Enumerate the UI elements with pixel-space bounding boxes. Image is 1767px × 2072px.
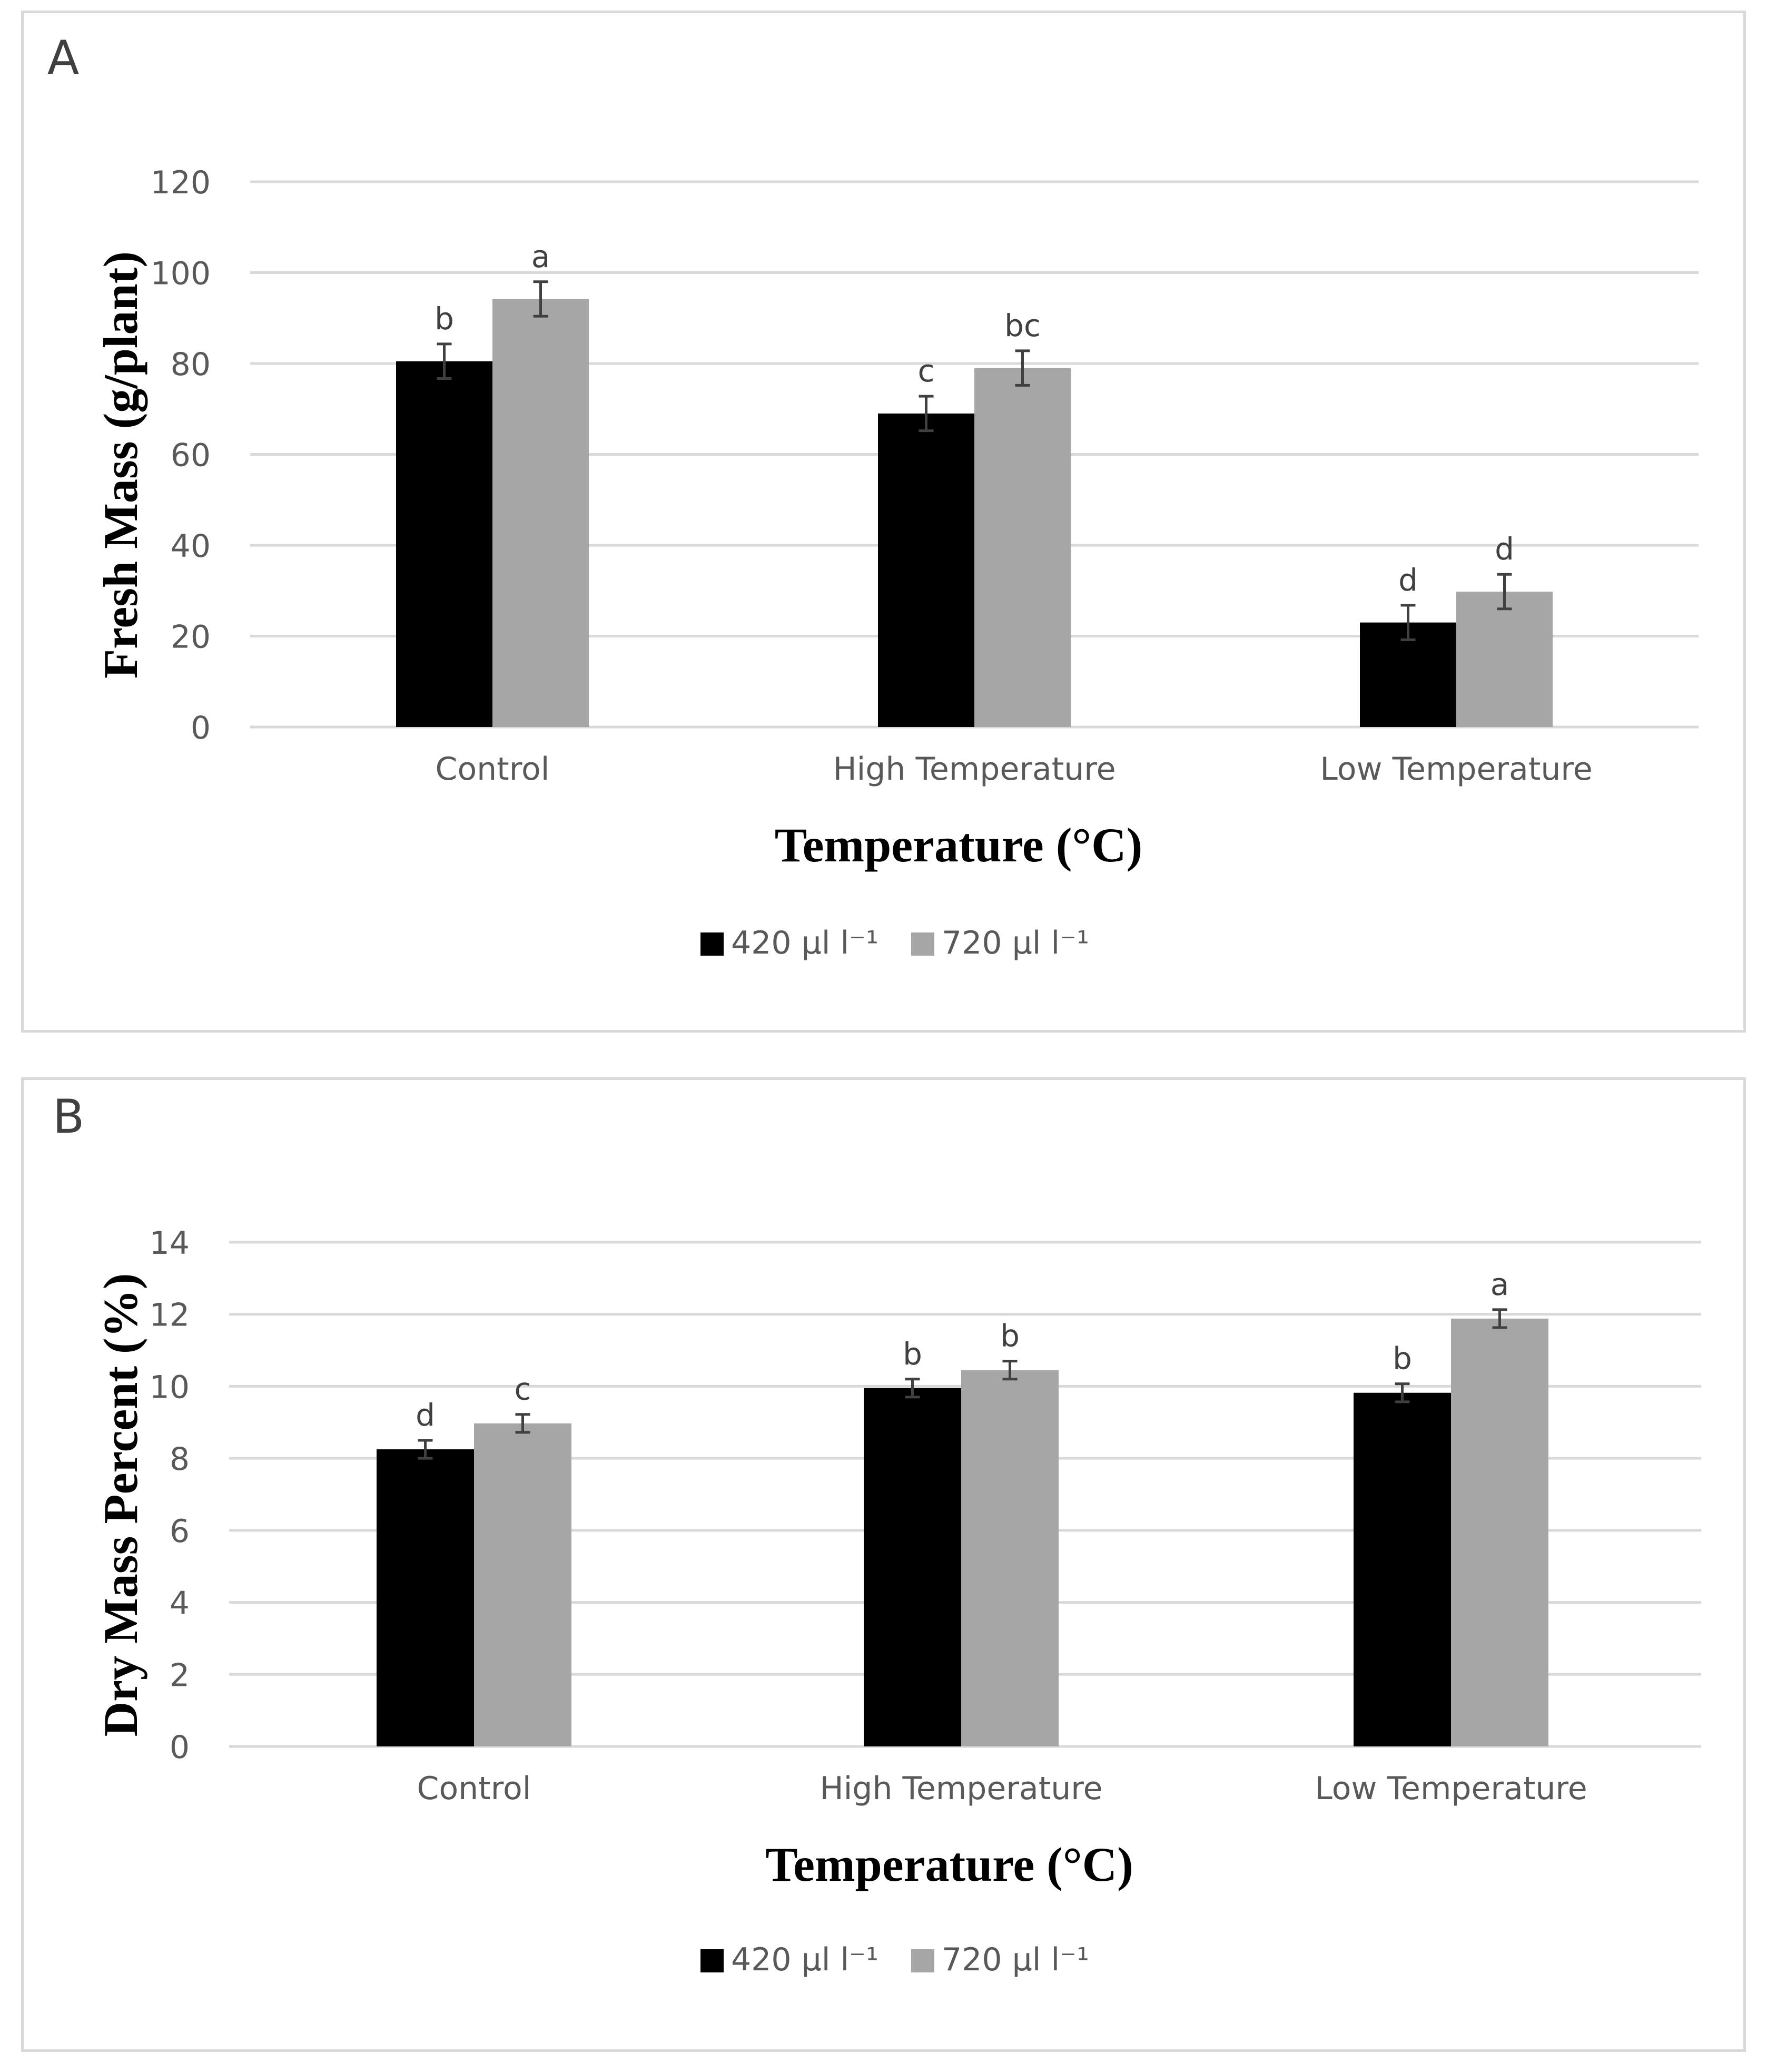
bar xyxy=(396,361,492,727)
x-axis-title: Temperature (°C) xyxy=(765,1838,1133,1891)
y-tick-label: 80 xyxy=(171,346,211,383)
bar xyxy=(492,299,589,727)
y-tick-label: 20 xyxy=(171,619,211,656)
y-tick-label: 8 xyxy=(170,1441,190,1478)
panel-label: A xyxy=(47,31,79,85)
y-tick-label: 6 xyxy=(170,1513,190,1550)
legend-label: 420 µl l⁻¹ xyxy=(731,925,878,961)
chart-panel-b: B 0 2 4 6 8 10 12 14 d b b c b a Control High Temperatur… xyxy=(21,1077,1746,2052)
y-tick-label: 12 xyxy=(150,1297,190,1334)
legend-label: 720 µl l⁻¹ xyxy=(942,1941,1089,1978)
legend-swatch xyxy=(700,1949,724,1972)
legend-swatch xyxy=(911,1949,934,1972)
y-axis-title: Dry Mass Percent (%) xyxy=(94,1273,147,1737)
x-category-label: Control xyxy=(417,1770,531,1807)
panel-label: B xyxy=(53,1089,84,1144)
bar xyxy=(974,368,1071,727)
legend-swatch xyxy=(700,932,724,956)
y-tick-label: 100 xyxy=(150,256,211,292)
x-category-label: High Temperature xyxy=(820,1770,1102,1807)
x-axis-title: Temperature (°C) xyxy=(775,818,1143,872)
y-tick-label: 60 xyxy=(171,437,211,474)
x-category-label: Low Temperature xyxy=(1320,751,1592,788)
y-tick-label: 40 xyxy=(171,528,211,565)
significance-letter: a xyxy=(531,239,550,274)
bar xyxy=(1456,591,1553,727)
significance-letter: d xyxy=(1495,531,1514,567)
x-category-label: Low Temperature xyxy=(1315,1770,1587,1807)
significance-letter: b xyxy=(435,301,454,337)
y-tick-label: 120 xyxy=(150,164,211,201)
x-category-label: Control xyxy=(436,751,550,788)
bar xyxy=(377,1449,474,1746)
legend-label: 420 µl l⁻¹ xyxy=(731,1941,878,1978)
y-tick-label: 14 xyxy=(150,1225,190,1262)
y-axis-title: Fresh Mass (g/plant) xyxy=(94,251,147,679)
bar xyxy=(961,1370,1059,1746)
bar xyxy=(1451,1318,1548,1746)
legend-label: 720 µl l⁻¹ xyxy=(942,925,1089,961)
significance-letter: d xyxy=(1398,562,1418,598)
significance-letter: c xyxy=(515,1371,531,1407)
y-tick-label: 10 xyxy=(150,1369,190,1406)
y-tick-label: 0 xyxy=(191,710,211,747)
significance-letter: c xyxy=(918,353,935,389)
y-tick-label: 4 xyxy=(170,1585,190,1622)
chart-panel-a: A 0 20 40 60 80 100 120 b c d a bc d Control High Tempe… xyxy=(21,11,1746,1033)
significance-letter: d xyxy=(416,1397,435,1433)
bar xyxy=(474,1423,571,1746)
legend-swatch xyxy=(911,932,934,956)
x-category-label: High Temperature xyxy=(833,751,1116,788)
significance-letter: b xyxy=(1000,1318,1020,1354)
y-tick-label: 2 xyxy=(170,1657,190,1694)
significance-letter: bc xyxy=(1004,308,1041,343)
bar xyxy=(1354,1392,1451,1746)
significance-letter: a xyxy=(1490,1266,1509,1302)
bar xyxy=(864,1388,961,1746)
significance-letter: b xyxy=(903,1336,922,1372)
y-tick-label: 0 xyxy=(170,1729,190,1766)
significance-letter: b xyxy=(1393,1341,1412,1377)
dry-mass-percent-chart: B 0 2 4 6 8 10 12 14 d b b c b a Control High Temperatur… xyxy=(53,1089,1701,1978)
bar xyxy=(878,413,974,727)
